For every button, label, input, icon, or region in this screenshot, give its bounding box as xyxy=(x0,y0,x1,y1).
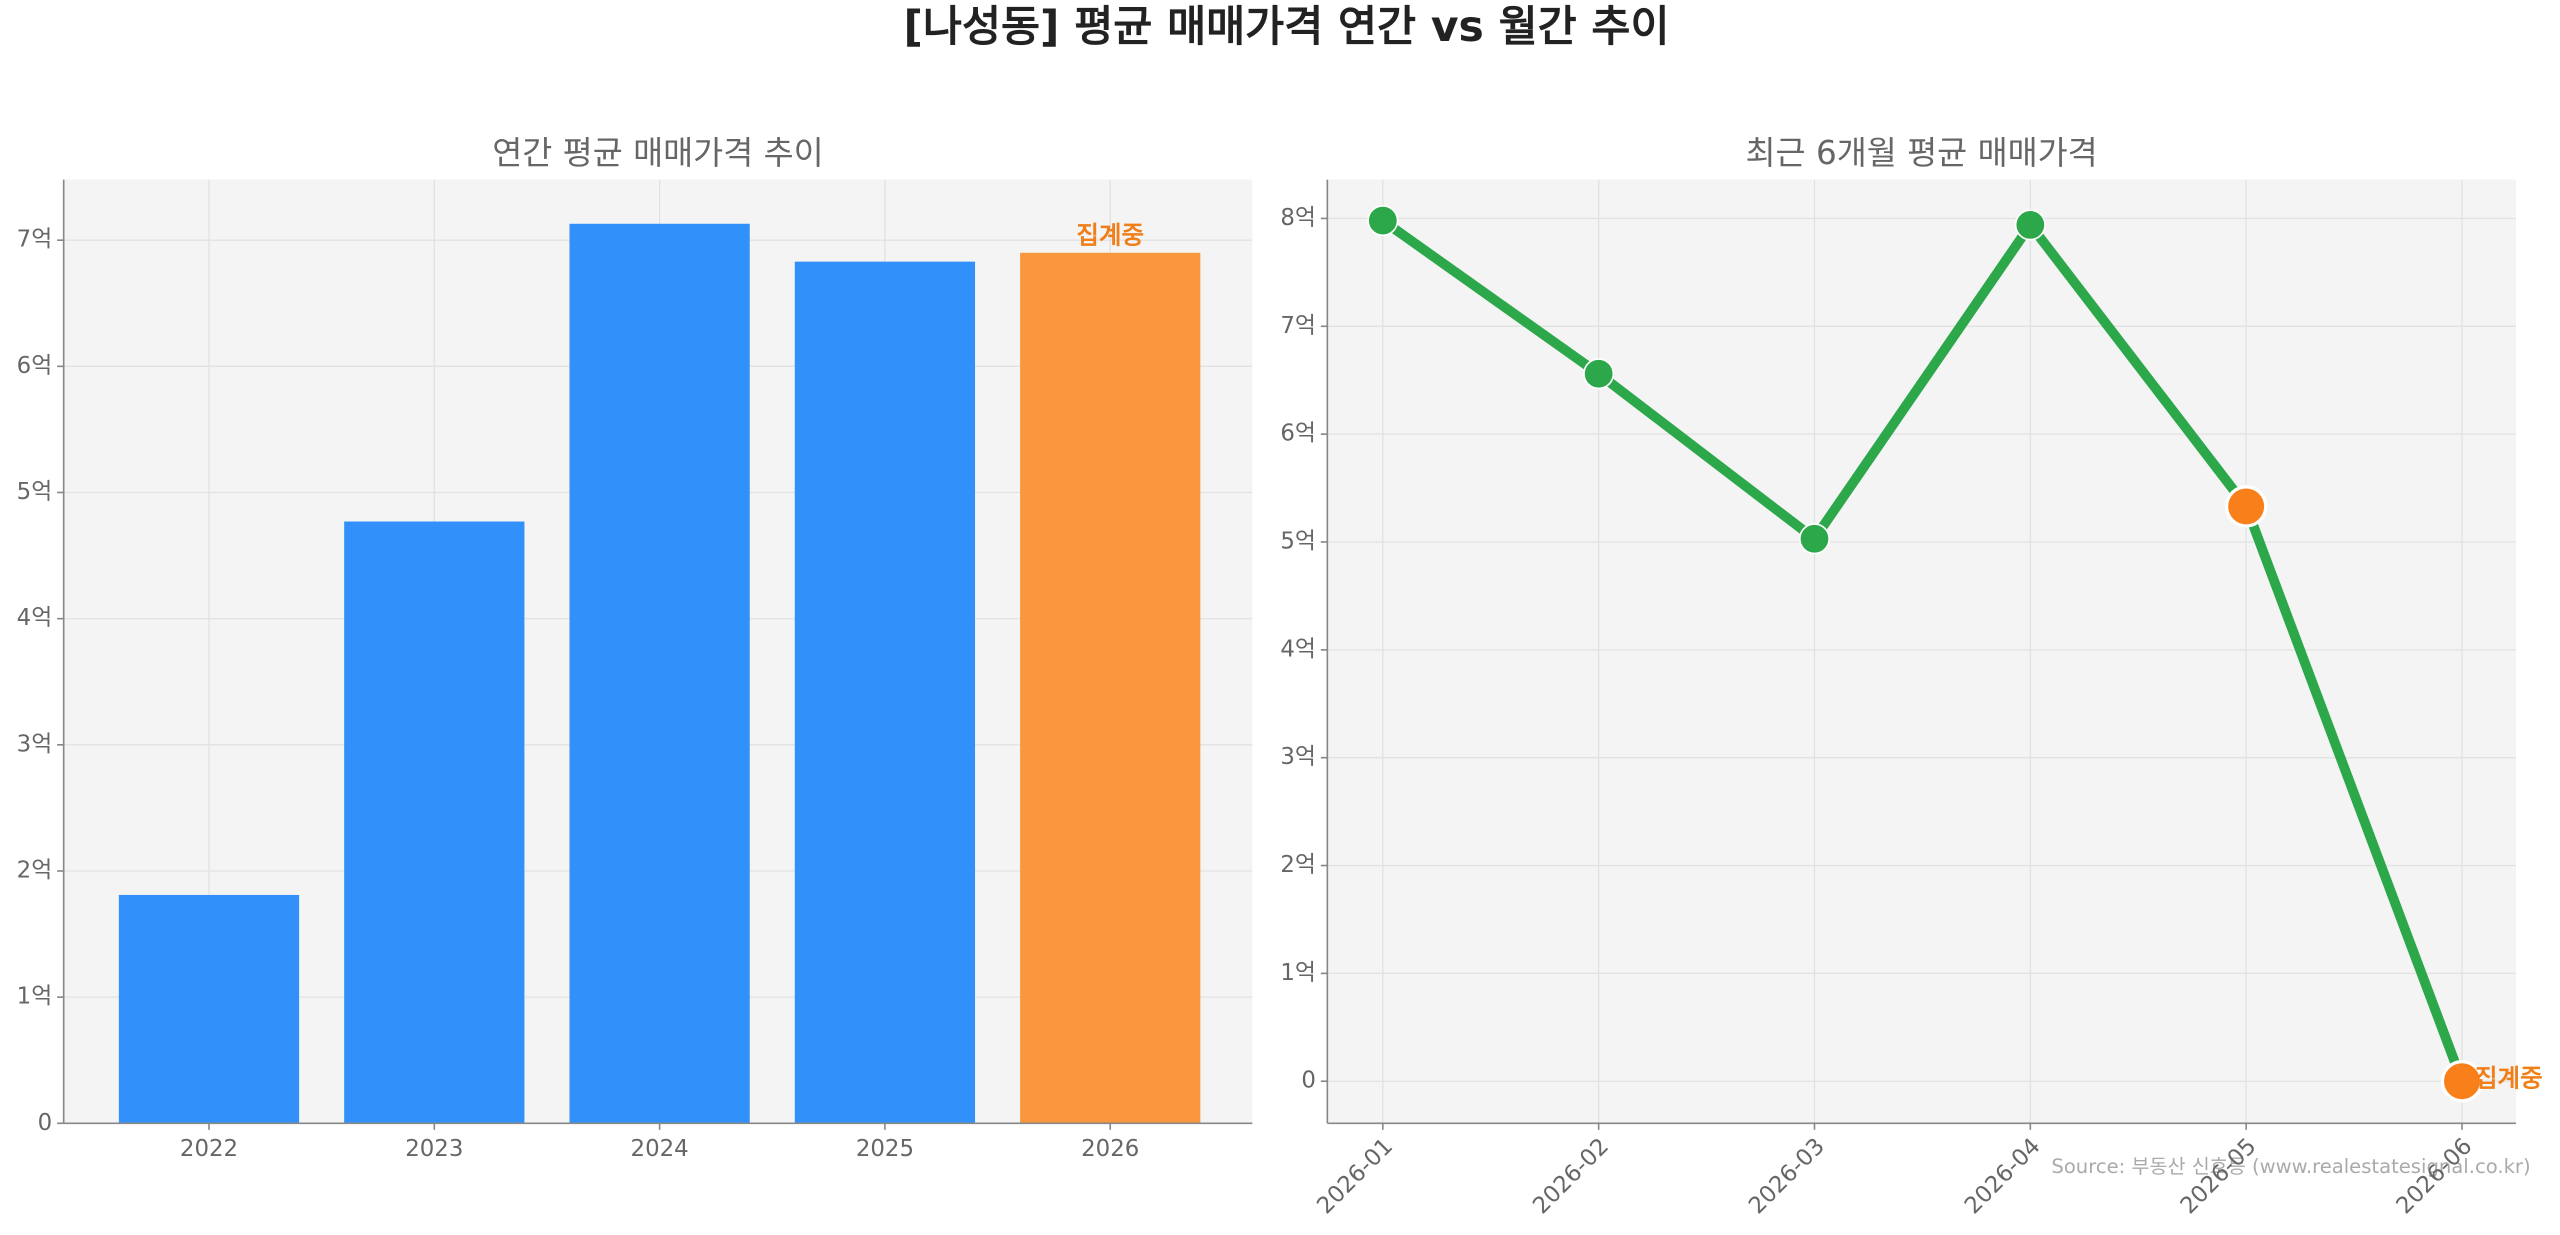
point xyxy=(1798,523,1831,555)
chart-title: 최근 6개월 평균 매매가격 xyxy=(1746,134,2098,172)
y-tick-label: 3억 xyxy=(17,731,53,757)
annotation: 집계중 xyxy=(2475,1064,2543,1093)
point xyxy=(2014,209,2046,241)
bar xyxy=(344,521,525,1124)
bar xyxy=(118,894,300,1124)
y-tick-label: 7억 xyxy=(1280,313,1316,339)
chart-title: 연간 평균 매매가격 추이 xyxy=(492,134,823,172)
y-tick-label: 1억 xyxy=(1280,960,1316,986)
y-tick-label: 0 xyxy=(1301,1068,1316,1094)
point xyxy=(2224,485,2268,528)
annotation: 집계중 xyxy=(1076,220,1144,249)
point xyxy=(1367,205,1399,237)
y-tick-label: 0 xyxy=(38,1110,53,1136)
y-tick-label: 4억 xyxy=(17,605,53,631)
y-tick-label: 1억 xyxy=(17,984,53,1010)
point xyxy=(1583,358,1615,390)
bar xyxy=(569,223,750,1124)
x-tick-label: 2026-03 xyxy=(1744,1133,1830,1219)
figure-title: [나성동] 평균 매매가격 연간 vs 월간 추이 xyxy=(904,3,1670,52)
bar xyxy=(1020,252,1201,1124)
y-tick-label: 7억 xyxy=(17,227,53,253)
x-tick-label: 2025 xyxy=(856,1136,914,1162)
x-tick-label: 2023 xyxy=(405,1136,463,1162)
y-tick-label: 4억 xyxy=(1280,636,1316,662)
point xyxy=(2440,1060,2484,1103)
x-tick-label: 2024 xyxy=(631,1136,689,1162)
plot-area xyxy=(1327,179,2516,1124)
line xyxy=(1379,216,2467,1083)
x-tick-label: 2026-04 xyxy=(1960,1133,2046,1219)
x-tick-label: 2022 xyxy=(180,1136,238,1162)
y-tick-label: 2억 xyxy=(1280,852,1316,878)
y-tick-label: 3억 xyxy=(1280,744,1316,770)
source: Source: 부동산 신호등 (www.realestatesignal.co… xyxy=(2051,1155,2530,1178)
y-tick-label: 5억 xyxy=(17,479,53,505)
y-tick-label: 2억 xyxy=(17,857,53,883)
y-tick-label: 6억 xyxy=(17,353,53,379)
bar xyxy=(794,261,976,1124)
y-tick-label: 6억 xyxy=(1280,421,1316,447)
x-tick-label: 2026 xyxy=(1081,1136,1139,1162)
y-tick-label: 8억 xyxy=(1280,205,1316,231)
y-tick-label: 5억 xyxy=(1280,528,1316,554)
x-tick-label: 2026-01 xyxy=(1312,1133,1398,1219)
x-tick-label: 2026-02 xyxy=(1528,1133,1614,1219)
